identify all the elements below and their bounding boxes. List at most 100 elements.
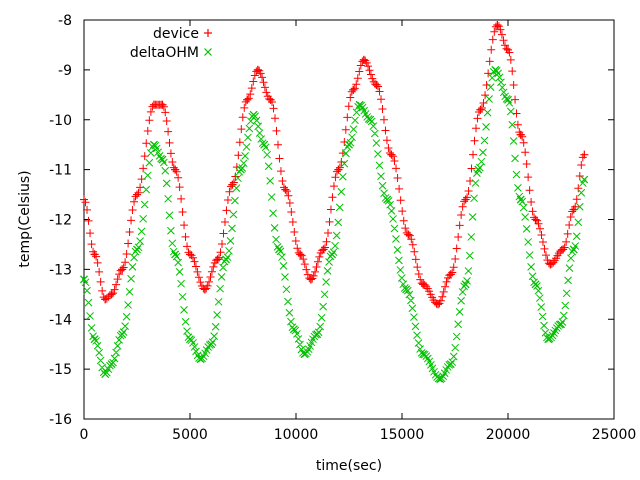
- y-tick-label: -10: [49, 113, 72, 129]
- legend-label-deltaOHM: deltaOHM: [130, 45, 199, 61]
- data-point: [504, 95, 512, 104]
- data-point: [236, 165, 245, 174]
- data-point: [436, 375, 445, 384]
- data-point: [580, 150, 589, 159]
- x-tick-label: 25000: [592, 427, 637, 443]
- data-point: [461, 280, 470, 289]
- x-tick-label: 20000: [486, 427, 531, 443]
- data-point: [546, 260, 555, 269]
- x-tick-label: 0: [80, 427, 89, 443]
- y-tick-label: -9: [58, 63, 72, 79]
- data-point: [493, 20, 502, 29]
- data-point: [158, 155, 167, 164]
- data-point: [334, 165, 343, 174]
- data-point: [207, 340, 216, 349]
- y-tick-label: -16: [49, 412, 72, 428]
- data-point: [404, 230, 413, 239]
- data-point: [200, 285, 209, 294]
- data-point: [559, 245, 568, 254]
- data-point: [557, 320, 565, 329]
- y-tick-label: -11: [49, 163, 72, 179]
- y-tick-label: -14: [49, 312, 72, 328]
- data-point: [149, 100, 158, 109]
- data-point: [150, 140, 158, 149]
- y-tick-label: -13: [49, 262, 72, 278]
- data-point: [476, 105, 485, 114]
- y-tick-label: -12: [49, 213, 72, 229]
- axis-ticks: 0 5000 10000 15000 20000 25000 -16 -15 -14 -13 -12…: [49, 13, 636, 443]
- x-tick-label: 15000: [380, 427, 425, 443]
- data-point: [266, 95, 275, 104]
- data-point: [80, 195, 88, 204]
- y-tick-label: -15: [49, 362, 72, 378]
- data-point: [80, 275, 88, 284]
- data-point: [243, 95, 252, 104]
- data-point: [186, 335, 194, 344]
- data-point: [281, 185, 290, 194]
- data-point: [434, 300, 443, 309]
- data-point: [544, 335, 553, 344]
- data-point: [372, 80, 381, 89]
- x-axis-label: time(sec): [316, 458, 382, 474]
- data-point: [133, 245, 141, 254]
- data-point: [345, 140, 353, 149]
- data-point: [275, 245, 283, 254]
- data-point: [306, 275, 315, 284]
- data-point: [101, 370, 110, 379]
- data-point: [196, 355, 205, 364]
- data-point: [90, 335, 99, 344]
- data-point: [171, 250, 180, 259]
- data-point: [516, 130, 525, 139]
- data-point: [328, 250, 336, 259]
- series-layer: [80, 20, 589, 384]
- data-point: [516, 195, 525, 204]
- legend-label-device: device: [153, 26, 199, 42]
- data-point: [474, 165, 483, 174]
- y-tick-label: -8: [58, 13, 72, 29]
- data-point: [107, 290, 116, 299]
- data-point: [359, 55, 368, 64]
- series-deltaOHM: [80, 65, 589, 384]
- legend-marker-deltaOHM: [204, 48, 212, 56]
- data-point: [253, 65, 262, 74]
- data-point: [186, 250, 194, 259]
- data-point: [222, 255, 230, 264]
- data-point: [355, 100, 364, 109]
- data-point: [260, 140, 269, 149]
- data-point: [491, 65, 500, 74]
- series-marker-trail: [80, 20, 587, 309]
- data-point: [101, 295, 110, 304]
- data-point: [118, 330, 127, 339]
- data-point: [158, 100, 167, 109]
- data-point: [349, 85, 358, 94]
- data-point: [289, 325, 298, 334]
- data-point: [171, 165, 180, 174]
- data-point: [107, 360, 116, 369]
- data-point: [461, 195, 470, 204]
- data-point: [319, 245, 328, 254]
- data-point: [387, 150, 396, 159]
- data-point: [366, 115, 375, 124]
- data-point: [531, 215, 540, 224]
- data-point: [90, 250, 99, 259]
- data-point: [419, 280, 428, 289]
- legend: device deltaOHM: [130, 26, 212, 61]
- data-point: [249, 110, 258, 119]
- data-point: [300, 350, 309, 359]
- data-point: [296, 250, 305, 259]
- data-point: [383, 195, 392, 204]
- y-axis-label: temp(Celsius): [17, 170, 33, 267]
- legend-marker-device: [204, 29, 212, 37]
- data-point: [228, 180, 237, 189]
- data-point: [446, 270, 455, 279]
- data-point: [213, 255, 222, 264]
- series-marker-trail: [80, 66, 587, 383]
- series-device: [80, 20, 589, 309]
- x-tick-label: 10000: [274, 427, 319, 443]
- data-point: [580, 175, 589, 184]
- data-point: [419, 350, 428, 359]
- data-point: [446, 360, 455, 369]
- data-point: [133, 190, 141, 199]
- data-point: [402, 285, 411, 294]
